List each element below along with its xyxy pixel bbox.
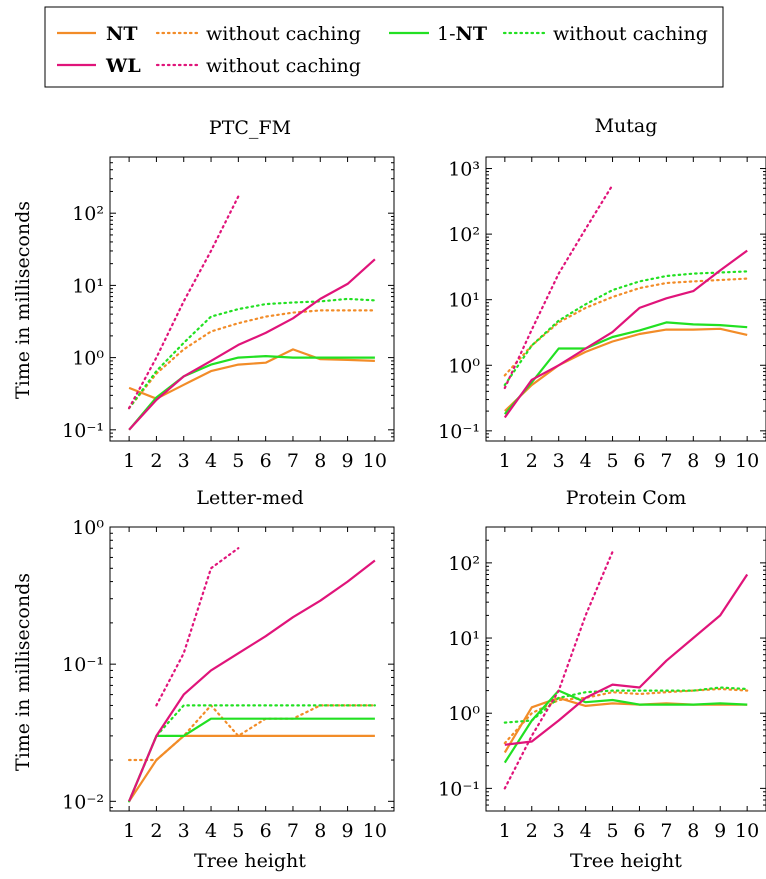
legend-label-nt-nocache: without caching xyxy=(206,23,361,45)
x-tick-label: 7 xyxy=(660,820,672,842)
x-tick-label: 3 xyxy=(178,820,190,842)
x-tick-label: 2 xyxy=(526,450,538,472)
x-tick-label: 7 xyxy=(287,450,299,472)
series-line-without-caching-dotted-1 xyxy=(129,705,375,760)
series-line-nt-0 xyxy=(505,698,747,753)
series-line-nt-0 xyxy=(129,736,375,801)
x-tick-label: 3 xyxy=(178,450,190,472)
legend-frame xyxy=(45,7,723,87)
panel-title: Mutag xyxy=(595,115,658,137)
x-tick-label: 3 xyxy=(553,820,565,842)
y-tick-label: 10³ xyxy=(448,159,480,181)
x-tick-label: 2 xyxy=(150,820,162,842)
y-tick-label: 10¹ xyxy=(448,290,480,312)
legend-label-1nt-nocache: without caching xyxy=(553,23,708,45)
x-tick-label: 6 xyxy=(633,820,645,842)
panel-letter-med: Letter-med 10⁻² 10⁻¹ 10⁰ 1 2 3 4 5 6 7 8 9 10 xyxy=(62,487,394,842)
y-tick-label: 10⁻¹ xyxy=(62,420,104,442)
x-tick-label: 8 xyxy=(687,820,699,842)
plot-frame xyxy=(486,157,766,441)
x-tick-label: 9 xyxy=(714,450,726,472)
y-tick-label: 10² xyxy=(448,553,480,575)
panel-title: Letter-med xyxy=(196,487,303,509)
panel-mutag: Mutag 10⁻¹ 10⁰ 10¹ 10² 10³ 1 2 3 4 5 6 7 8 9 10 xyxy=(438,115,766,472)
x-tick-label: 9 xyxy=(342,820,354,842)
y-axis-label-bottom: Time in milliseconds xyxy=(12,573,34,771)
y-tick-label: 10² xyxy=(448,224,480,246)
x-tick-label: 10 xyxy=(363,820,387,842)
x-tick-label: 4 xyxy=(580,820,592,842)
x-tick-label: 5 xyxy=(232,820,244,842)
series-line-without-caching-dotted-5 xyxy=(505,552,613,789)
x-tick-label: 10 xyxy=(735,450,759,472)
plot-frame xyxy=(110,527,394,811)
y-tick-label: 10¹ xyxy=(72,275,104,297)
x-tick-label: 8 xyxy=(687,450,699,472)
x-tick-label: 10 xyxy=(363,450,387,472)
x-axis-label-left: Tree height xyxy=(194,850,306,872)
series-line-without-caching-dotted-1 xyxy=(505,279,747,376)
legend-label-1nt: 1-NT xyxy=(437,23,487,45)
panel-title: PTC_FM xyxy=(209,117,291,139)
legend-label-wl-nocache: without caching xyxy=(206,55,361,77)
y-tick-label: 10¹ xyxy=(448,628,480,650)
x-tick-label: 8 xyxy=(314,820,326,842)
y-axis-label-top: Time in milliseconds xyxy=(12,201,34,399)
series-line-1-nt-2 xyxy=(505,691,747,763)
y-tick-label: 10⁰ xyxy=(448,703,480,725)
x-tick-label: 8 xyxy=(314,450,326,472)
legend-label-1nt-prefix: 1- xyxy=(437,23,456,45)
panel-protein-com: Protein Com 10⁻¹ 10⁰ 10¹ 10² 1 2 3 4 5 6 7 8 9 10 xyxy=(438,487,766,842)
y-tick-label: 10⁰ xyxy=(448,355,480,377)
x-tick-label: 7 xyxy=(287,820,299,842)
legend-label-1nt-bold: NT xyxy=(456,23,488,45)
x-tick-label: 4 xyxy=(205,820,217,842)
x-tick-label: 5 xyxy=(606,820,618,842)
y-tick-label: 10² xyxy=(72,203,104,225)
y-tick-label: 10⁰ xyxy=(72,348,104,370)
panel-ptc-fm: PTC_FM 10⁻¹ 10⁰ 10¹ 10² 1 2 3 4 5 6 7 8 9 10 xyxy=(62,117,394,472)
legend-label-wl: WL xyxy=(105,55,141,77)
y-tick-label: 10⁻¹ xyxy=(62,654,104,676)
legend-label-nt: NT xyxy=(106,23,138,45)
x-tick-label: 5 xyxy=(232,450,244,472)
x-tick-label: 4 xyxy=(205,450,217,472)
series-line-1-nt-2 xyxy=(129,719,375,802)
series-line-wl-4 xyxy=(129,259,375,430)
x-tick-label: 4 xyxy=(580,450,592,472)
x-tick-label: 1 xyxy=(123,820,135,842)
x-tick-label: 6 xyxy=(633,450,645,472)
x-tick-label: 1 xyxy=(499,820,511,842)
y-tick-label: 10⁻¹ xyxy=(438,421,480,443)
series-line-wl-4 xyxy=(129,561,375,802)
x-tick-label: 10 xyxy=(735,820,759,842)
x-axis-label-right: Tree height xyxy=(570,850,682,872)
legend: NT without caching 1-NT without caching … xyxy=(45,7,723,87)
y-tick-label: 10⁰ xyxy=(72,517,104,539)
y-tick-label: 10⁻² xyxy=(62,791,104,813)
x-tick-label: 2 xyxy=(150,450,162,472)
x-tick-label: 3 xyxy=(553,450,565,472)
y-tick-label: 10⁻¹ xyxy=(438,778,480,800)
x-tick-label: 9 xyxy=(714,820,726,842)
x-tick-label: 6 xyxy=(260,450,272,472)
x-tick-label: 2 xyxy=(526,820,538,842)
panel-title: Protein Com xyxy=(566,487,687,509)
x-tick-label: 1 xyxy=(123,450,135,472)
x-tick-label: 9 xyxy=(342,450,354,472)
x-tick-label: 5 xyxy=(606,450,618,472)
x-tick-label: 6 xyxy=(260,820,272,842)
x-tick-label: 7 xyxy=(660,450,672,472)
x-tick-label: 1 xyxy=(499,450,511,472)
plot-frame xyxy=(486,527,766,811)
